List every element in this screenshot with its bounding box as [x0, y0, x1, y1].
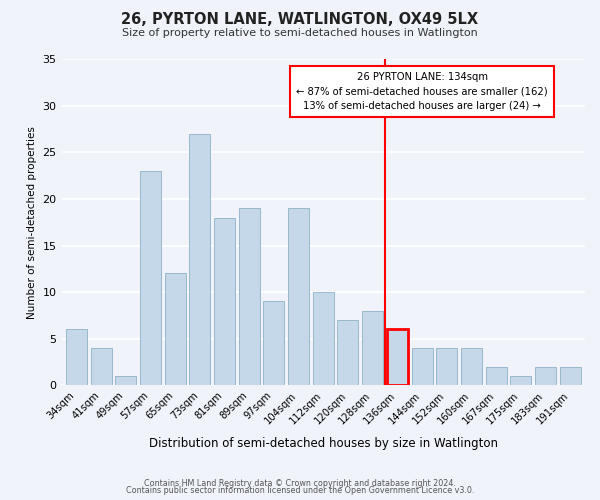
Bar [535, 367, 556, 386]
Text: Contains public sector information licensed under the Open Government Licence v3: Contains public sector information licen… [126, 486, 474, 495]
Bar [511, 376, 531, 386]
Bar [164, 274, 185, 386]
Bar [485, 367, 506, 386]
Bar [190, 134, 211, 386]
Text: 26 PYRTON LANE: 134sqm
← 87% of semi-detached houses are smaller (162)
13% of se: 26 PYRTON LANE: 134sqm ← 87% of semi-det… [296, 72, 548, 112]
Bar [461, 348, 482, 386]
Bar [288, 208, 309, 386]
Text: Contains HM Land Registry data © Crown copyright and database right 2024.: Contains HM Land Registry data © Crown c… [144, 478, 456, 488]
Bar [436, 348, 457, 386]
Bar [263, 302, 284, 386]
Y-axis label: Number of semi-detached properties: Number of semi-detached properties [27, 126, 37, 318]
Text: 26, PYRTON LANE, WATLINGTON, OX49 5LX: 26, PYRTON LANE, WATLINGTON, OX49 5LX [121, 12, 479, 28]
Bar [214, 218, 235, 386]
Bar [412, 348, 433, 386]
Bar [337, 320, 358, 386]
Bar [239, 208, 260, 386]
Bar [560, 367, 581, 386]
Bar [91, 348, 112, 386]
Bar [313, 292, 334, 386]
Bar [115, 376, 136, 386]
X-axis label: Distribution of semi-detached houses by size in Watlington: Distribution of semi-detached houses by … [149, 437, 498, 450]
Bar [362, 311, 383, 386]
Bar [387, 330, 408, 386]
Bar [140, 171, 161, 386]
Text: Size of property relative to semi-detached houses in Watlington: Size of property relative to semi-detach… [122, 28, 478, 38]
Bar [66, 330, 87, 386]
